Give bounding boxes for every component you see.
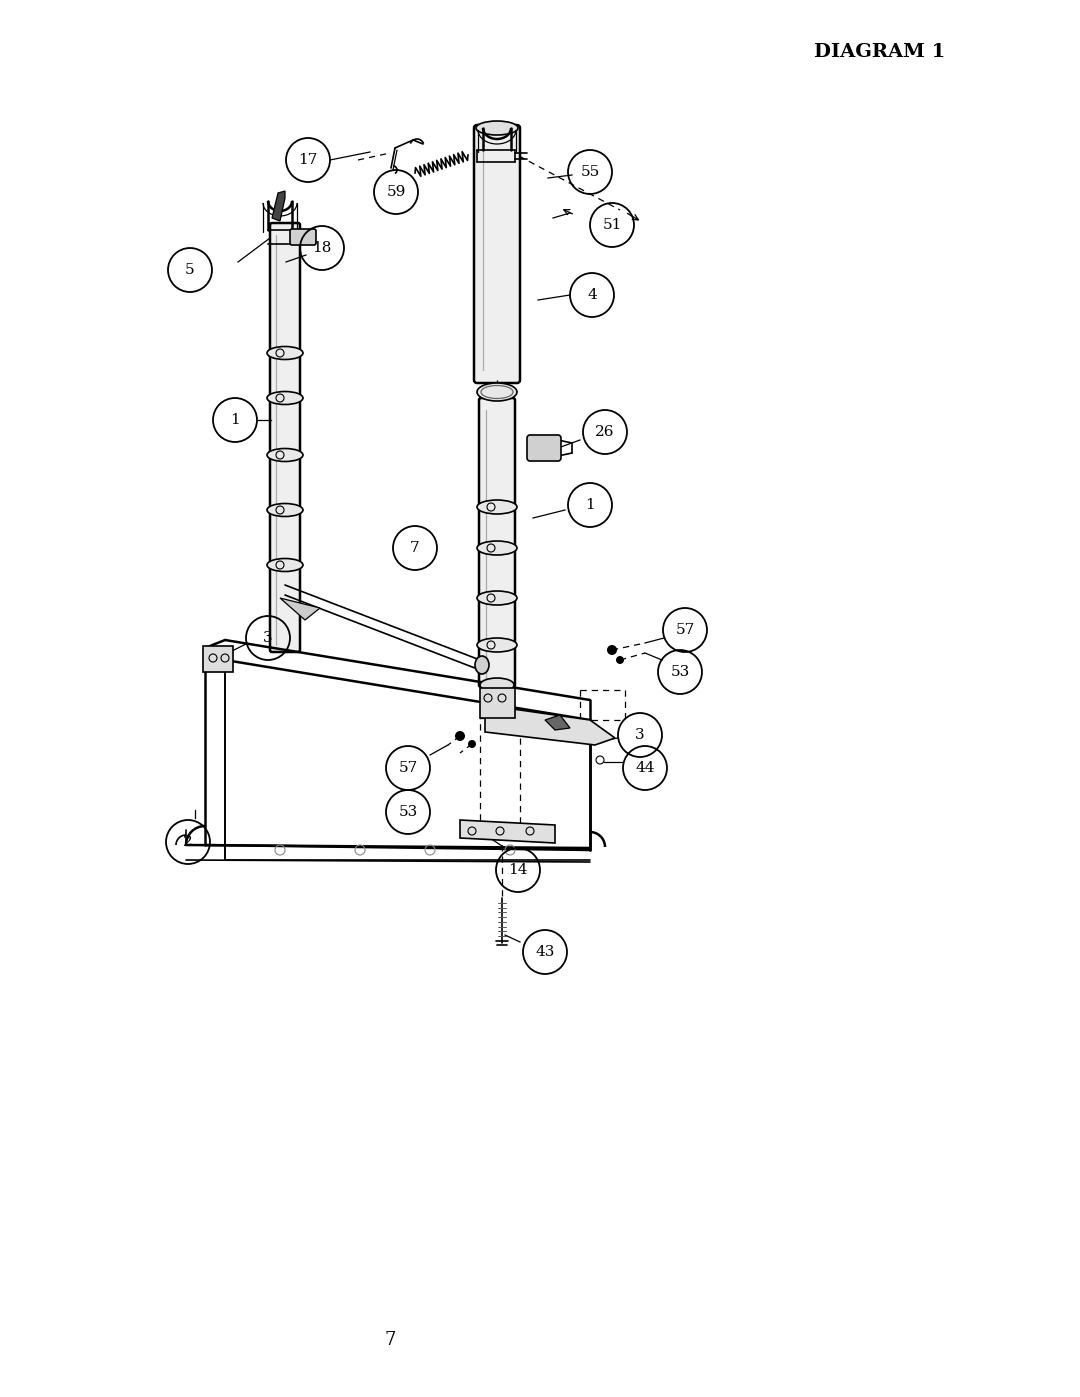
Circle shape: [607, 645, 617, 655]
Text: 14: 14: [509, 863, 528, 877]
Circle shape: [616, 657, 624, 664]
Ellipse shape: [476, 122, 518, 136]
FancyBboxPatch shape: [480, 687, 515, 718]
Ellipse shape: [475, 657, 489, 673]
Polygon shape: [272, 191, 285, 221]
Ellipse shape: [267, 448, 303, 461]
Ellipse shape: [477, 591, 517, 605]
Circle shape: [468, 740, 476, 747]
Text: 53: 53: [399, 805, 418, 819]
Ellipse shape: [477, 500, 517, 514]
Text: 1: 1: [230, 414, 240, 427]
Text: 4: 4: [588, 288, 597, 302]
Ellipse shape: [267, 346, 303, 359]
Ellipse shape: [267, 503, 303, 517]
Polygon shape: [485, 705, 615, 745]
Text: 3: 3: [264, 631, 273, 645]
Text: 5: 5: [185, 263, 194, 277]
Ellipse shape: [477, 638, 517, 652]
FancyBboxPatch shape: [527, 434, 561, 461]
Text: 53: 53: [671, 665, 690, 679]
Text: 1: 1: [585, 497, 595, 511]
FancyBboxPatch shape: [480, 398, 515, 687]
Polygon shape: [280, 598, 320, 620]
Polygon shape: [545, 715, 570, 731]
Text: 7: 7: [410, 541, 420, 555]
Circle shape: [455, 731, 465, 740]
Polygon shape: [460, 820, 555, 842]
Text: 2: 2: [184, 835, 193, 849]
FancyBboxPatch shape: [474, 124, 519, 383]
Text: 57: 57: [399, 761, 418, 775]
Text: 26: 26: [595, 425, 615, 439]
Text: 44: 44: [635, 761, 654, 775]
Text: 57: 57: [675, 623, 694, 637]
Ellipse shape: [480, 678, 514, 692]
Ellipse shape: [477, 383, 517, 401]
Text: 43: 43: [536, 944, 555, 958]
FancyBboxPatch shape: [291, 229, 316, 244]
Text: DIAGRAM 1: DIAGRAM 1: [814, 43, 946, 61]
Text: 3: 3: [635, 728, 645, 742]
Ellipse shape: [477, 541, 517, 555]
Ellipse shape: [267, 391, 303, 405]
Ellipse shape: [267, 559, 303, 571]
Text: 7: 7: [384, 1331, 395, 1350]
Text: 51: 51: [603, 218, 622, 232]
Text: 59: 59: [387, 184, 406, 198]
FancyBboxPatch shape: [270, 224, 300, 652]
Text: 17: 17: [298, 154, 318, 168]
Text: 18: 18: [312, 242, 332, 256]
FancyBboxPatch shape: [203, 645, 233, 672]
Text: 55: 55: [580, 165, 599, 179]
